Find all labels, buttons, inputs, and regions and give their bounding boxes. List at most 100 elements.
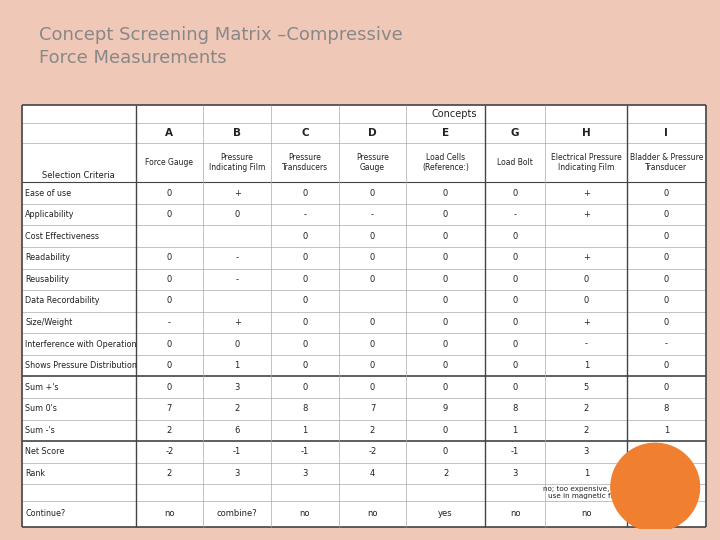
Text: H: H bbox=[582, 128, 590, 138]
Text: no: no bbox=[661, 509, 672, 518]
Text: A: A bbox=[166, 128, 174, 138]
Text: Size/Weight: Size/Weight bbox=[25, 318, 72, 327]
Text: 0: 0 bbox=[302, 275, 307, 284]
Text: 0: 0 bbox=[664, 361, 669, 370]
Text: 0: 0 bbox=[513, 383, 518, 391]
Text: 0: 0 bbox=[370, 253, 375, 262]
Text: Pressure
Gauge: Pressure Gauge bbox=[356, 153, 389, 172]
Text: Pressure
Transducers: Pressure Transducers bbox=[282, 153, 328, 172]
Text: no: no bbox=[367, 509, 378, 518]
Text: 0: 0 bbox=[513, 232, 518, 241]
Text: 0: 0 bbox=[370, 318, 375, 327]
Text: 3: 3 bbox=[664, 469, 669, 478]
Text: 1: 1 bbox=[584, 361, 589, 370]
Text: -: - bbox=[513, 210, 516, 219]
Text: 0: 0 bbox=[443, 448, 448, 456]
Text: 8: 8 bbox=[302, 404, 307, 413]
Text: 0: 0 bbox=[664, 275, 669, 284]
Text: E: E bbox=[442, 128, 449, 138]
Text: 0: 0 bbox=[370, 232, 375, 241]
Text: -1: -1 bbox=[511, 448, 519, 456]
Text: 0: 0 bbox=[443, 426, 448, 435]
Text: 0: 0 bbox=[584, 275, 589, 284]
Text: I: I bbox=[665, 128, 668, 138]
Text: 0: 0 bbox=[664, 232, 669, 241]
Text: 0: 0 bbox=[370, 361, 375, 370]
Text: 0: 0 bbox=[302, 188, 307, 198]
Text: 0: 0 bbox=[443, 383, 448, 391]
Text: 0: 0 bbox=[167, 383, 172, 391]
Text: Data Recordability: Data Recordability bbox=[25, 296, 99, 306]
Text: 0: 0 bbox=[302, 361, 307, 370]
Text: Sum +'s: Sum +'s bbox=[25, 383, 58, 391]
Text: Electrical Pressure
Indicating Film: Electrical Pressure Indicating Film bbox=[551, 153, 621, 172]
Text: no: no bbox=[300, 509, 310, 518]
Text: Cost Effectiveness: Cost Effectiveness bbox=[25, 232, 99, 241]
Text: 0: 0 bbox=[302, 383, 307, 391]
Text: no; too expensive, can't
use in magnetic field: no; too expensive, can't use in magnetic… bbox=[543, 486, 629, 499]
Text: 8: 8 bbox=[664, 404, 669, 413]
Text: 0: 0 bbox=[370, 275, 375, 284]
Text: +: + bbox=[234, 318, 240, 327]
Text: 0: 0 bbox=[443, 275, 448, 284]
Text: 0: 0 bbox=[664, 210, 669, 219]
Text: 0: 0 bbox=[443, 361, 448, 370]
Text: Interference with Operation: Interference with Operation bbox=[25, 340, 137, 348]
Text: -: - bbox=[585, 340, 588, 348]
Text: 2: 2 bbox=[443, 469, 448, 478]
Text: 0: 0 bbox=[167, 253, 172, 262]
Text: 0: 0 bbox=[370, 383, 375, 391]
Text: 0: 0 bbox=[664, 253, 669, 262]
Text: Force Gauge: Force Gauge bbox=[145, 158, 194, 167]
Text: 0: 0 bbox=[235, 340, 240, 348]
Text: 2: 2 bbox=[584, 426, 589, 435]
Text: 3: 3 bbox=[584, 448, 589, 456]
Text: 1: 1 bbox=[664, 426, 669, 435]
Text: 1: 1 bbox=[584, 469, 589, 478]
Text: 0: 0 bbox=[513, 361, 518, 370]
Text: 0: 0 bbox=[513, 296, 518, 306]
Text: 0: 0 bbox=[302, 253, 307, 262]
Text: 0: 0 bbox=[513, 188, 518, 198]
Text: combine?: combine? bbox=[217, 509, 258, 518]
Text: 0: 0 bbox=[664, 383, 669, 391]
Text: 0: 0 bbox=[302, 232, 307, 241]
Text: 3: 3 bbox=[235, 383, 240, 391]
Text: Rank: Rank bbox=[25, 469, 45, 478]
Text: Continue?: Continue? bbox=[25, 509, 66, 518]
Text: +: + bbox=[582, 210, 590, 219]
Text: +: + bbox=[582, 253, 590, 262]
Text: 7: 7 bbox=[370, 404, 375, 413]
Text: 0: 0 bbox=[513, 275, 518, 284]
Text: Sum 0's: Sum 0's bbox=[25, 404, 57, 413]
Text: Sum -'s: Sum -'s bbox=[25, 426, 55, 435]
Text: -: - bbox=[371, 210, 374, 219]
Text: 0: 0 bbox=[443, 232, 448, 241]
Text: +: + bbox=[582, 318, 590, 327]
Text: G: G bbox=[510, 128, 519, 138]
Text: Selection Criteria: Selection Criteria bbox=[42, 171, 115, 180]
Text: Bladder & Pressure
Transducer: Bladder & Pressure Transducer bbox=[630, 153, 703, 172]
Text: 0: 0 bbox=[443, 296, 448, 306]
Text: 0: 0 bbox=[370, 188, 375, 198]
Text: 4: 4 bbox=[370, 469, 375, 478]
Text: 0: 0 bbox=[443, 318, 448, 327]
Text: B: B bbox=[233, 128, 241, 138]
Text: 0: 0 bbox=[664, 188, 669, 198]
Text: -: - bbox=[235, 253, 238, 262]
Text: -: - bbox=[235, 275, 238, 284]
Text: Shows Pressure Distribution: Shows Pressure Distribution bbox=[25, 361, 137, 370]
Text: 0: 0 bbox=[513, 253, 518, 262]
Text: 0: 0 bbox=[302, 318, 307, 327]
Text: Load Cells
(Reference:): Load Cells (Reference:) bbox=[422, 153, 469, 172]
Text: 0: 0 bbox=[167, 296, 172, 306]
Text: 0: 0 bbox=[513, 340, 518, 348]
Text: 0: 0 bbox=[443, 188, 448, 198]
Text: 1: 1 bbox=[513, 426, 518, 435]
Text: Concept Screening Matrix –Compressive
Force Measurements: Concept Screening Matrix –Compressive Fo… bbox=[39, 26, 402, 67]
Text: 0: 0 bbox=[167, 340, 172, 348]
Text: 0: 0 bbox=[513, 318, 518, 327]
Text: 3: 3 bbox=[513, 469, 518, 478]
Text: Applicability: Applicability bbox=[25, 210, 75, 219]
Text: 7: 7 bbox=[167, 404, 172, 413]
